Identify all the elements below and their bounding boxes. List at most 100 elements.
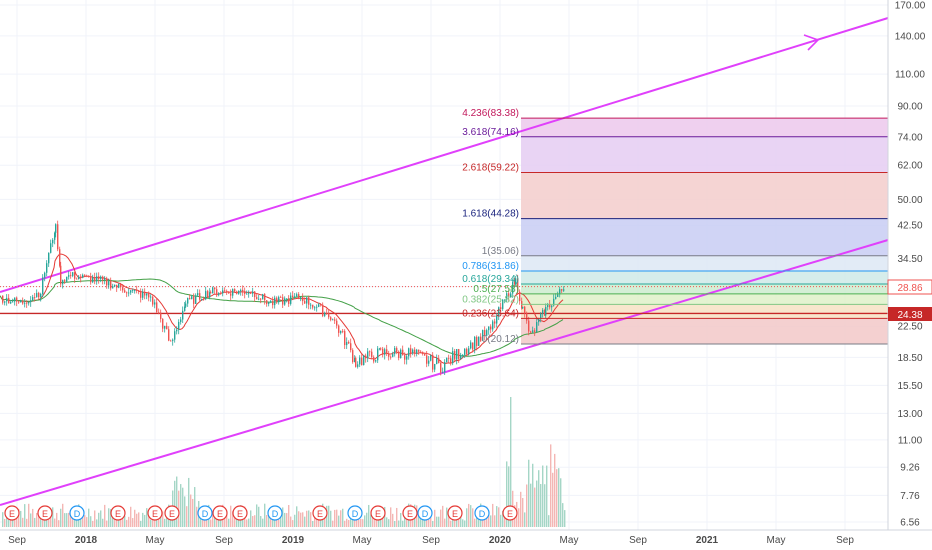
price-tick-label: 6.56 [900, 518, 920, 529]
event-marker[interactable]: E [312, 505, 328, 521]
candle-body [336, 320, 338, 326]
event-marker[interactable]: E [402, 505, 418, 521]
event-marker[interactable]: E [147, 505, 163, 521]
volume-bar [334, 509, 336, 527]
time-tick-label: 2018 [75, 535, 98, 546]
candle-body [57, 224, 59, 250]
candle-body [14, 297, 16, 302]
candle-body [406, 356, 408, 360]
event-marker[interactable]: E [232, 505, 248, 521]
candle-body [216, 289, 218, 296]
volume-bar [504, 510, 506, 527]
horizontal-level-line[interactable] [0, 286, 888, 315]
volume-bar [88, 508, 90, 527]
event-marker[interactable]: E [502, 505, 518, 521]
volume-bar [428, 514, 430, 527]
volume-bar [200, 515, 202, 527]
candle-body [555, 296, 557, 299]
volume-bar [134, 509, 136, 527]
candle-body [330, 317, 332, 320]
candle-body [110, 281, 112, 289]
volume-bar [530, 483, 532, 527]
volume-bar [2, 512, 4, 527]
fib-zone [521, 218, 888, 256]
candle-body [59, 249, 61, 266]
event-label: D [352, 509, 359, 519]
volume-bar [368, 504, 370, 527]
volume-bar [358, 518, 360, 527]
candle-body [280, 297, 282, 298]
candle-body [480, 336, 482, 341]
volume-bar [142, 512, 144, 527]
event-marker[interactable]: E [110, 505, 126, 521]
candle-body [470, 342, 472, 349]
candle-body [365, 355, 367, 359]
candle-body [144, 291, 146, 296]
candle-body [342, 331, 344, 332]
fibonacci-levels[interactable]: 0(20.12) 0.236(23.64) 0.382(25.82)0.5(27.5… [462, 108, 888, 345]
candle-body [294, 296, 296, 298]
volume-bar [312, 520, 314, 527]
event-marker[interactable]: E [4, 505, 20, 521]
candle-body [54, 232, 56, 240]
event-circle [370, 505, 386, 521]
candle-body [377, 348, 379, 361]
event-marker[interactable]: E [370, 505, 386, 521]
volume-bar [196, 506, 198, 527]
candle-body [203, 299, 205, 300]
candle-body [524, 306, 526, 314]
candle-body [375, 360, 377, 362]
candle-body [92, 277, 94, 283]
candle-body [86, 275, 88, 277]
price-axis-panel[interactable] [888, 0, 932, 530]
candle-body [66, 276, 68, 282]
event-marker[interactable]: D [267, 505, 283, 521]
volume-bar [420, 517, 422, 527]
candle-body [404, 355, 406, 360]
candle-body [164, 325, 166, 329]
candle-body [10, 302, 12, 304]
volume-bar [446, 507, 448, 527]
level-price-badge: 24.38 [888, 307, 932, 321]
volume-bar [396, 507, 398, 527]
volume-bar [100, 510, 102, 527]
event-circle [474, 505, 490, 521]
event-marker[interactable]: E [212, 505, 228, 521]
candle-body [420, 351, 422, 353]
candle-body [328, 312, 330, 318]
candle-body [108, 281, 110, 286]
event-marker[interactable]: D [197, 505, 213, 521]
candle-body [55, 224, 57, 233]
time-axis-panel[interactable] [0, 530, 932, 550]
event-marker[interactable]: E [447, 505, 463, 521]
candle-body [312, 304, 314, 308]
candle-body [218, 293, 220, 296]
volume-bar [260, 516, 262, 527]
candle-body [74, 272, 76, 279]
volume-bar [266, 514, 268, 527]
price-tick-label: 110.00 [895, 70, 925, 81]
channel-arrow-icon [803, 34, 820, 51]
candle-body [324, 312, 326, 316]
event-marker[interactable]: D [474, 505, 490, 521]
event-marker[interactable]: E [37, 505, 53, 521]
candle-body [396, 348, 398, 352]
event-marker[interactable]: D [347, 505, 363, 521]
event-marker[interactable]: D [417, 505, 433, 521]
event-marker[interactable]: D [69, 505, 85, 521]
volume-bar [126, 519, 128, 527]
event-circle [212, 505, 228, 521]
volume-bar [36, 512, 38, 527]
candle-body [346, 342, 348, 346]
volume-bar [230, 505, 232, 527]
time-axis-ticks: Sep 2018 May Sep 2019 May Sep 2020 May Sep 2021 May… [8, 535, 854, 546]
volume-bar [256, 504, 258, 527]
candle-body [238, 291, 240, 294]
candle-body [16, 297, 18, 302]
candle-body [390, 356, 392, 358]
event-marker[interactable]: E [164, 505, 180, 521]
volume-bar [350, 512, 352, 527]
volume-bar [152, 519, 154, 527]
